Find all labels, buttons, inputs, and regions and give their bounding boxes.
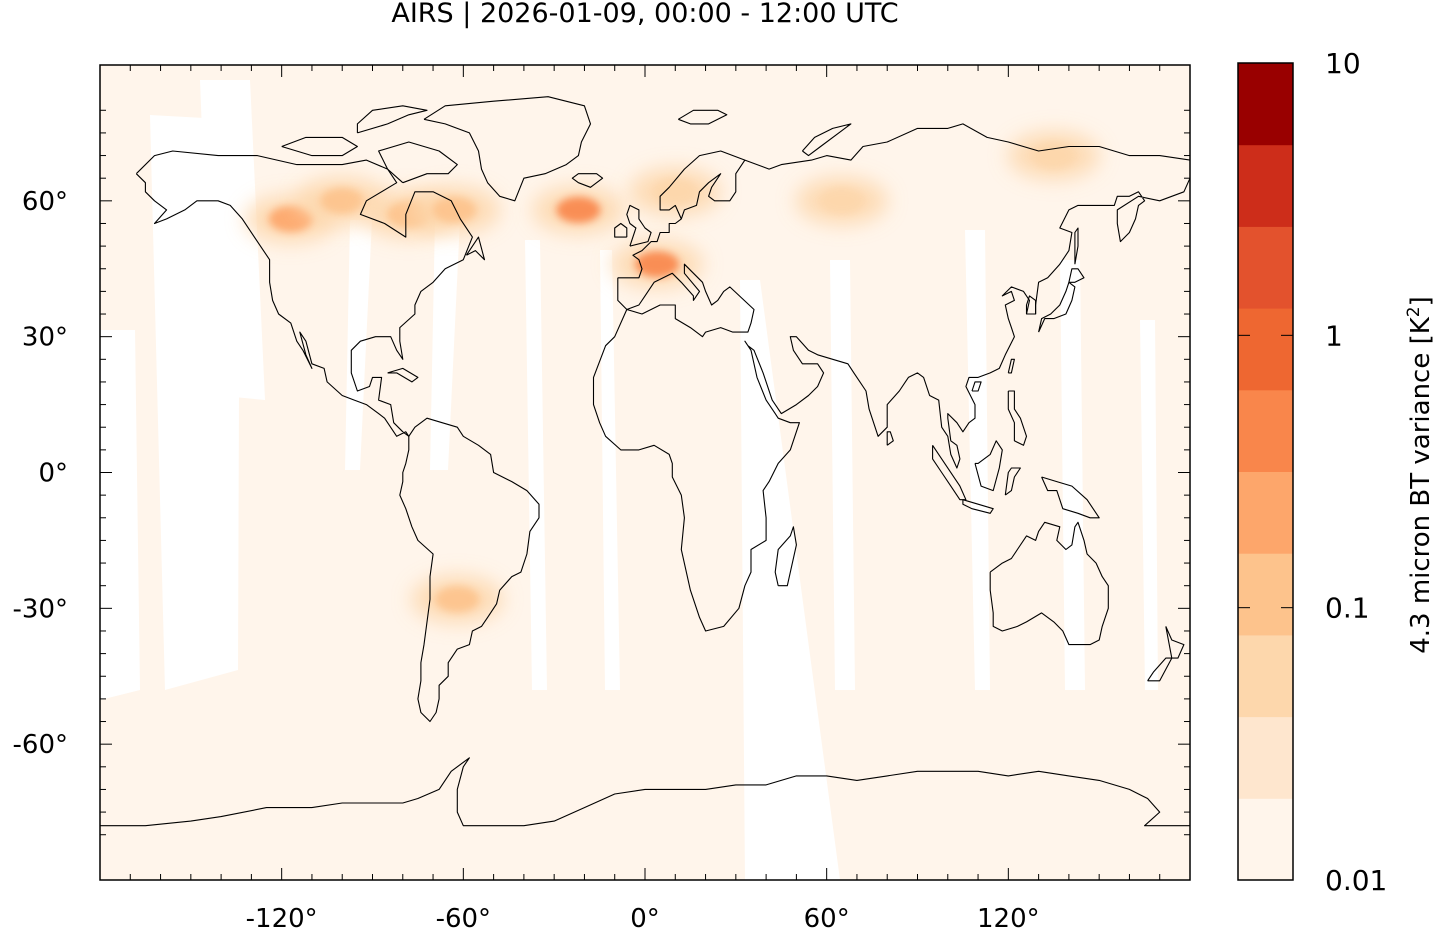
swath-gap bbox=[345, 220, 372, 470]
sakhalin-coast bbox=[1074, 227, 1079, 265]
hotspot-core bbox=[635, 251, 680, 278]
swath-gap bbox=[150, 115, 240, 690]
swath-gap bbox=[965, 230, 990, 690]
hokkaido-coast bbox=[1068, 268, 1085, 283]
x-tick-label: 0° bbox=[630, 904, 660, 930]
swath-gaps bbox=[100, 80, 1158, 880]
colorbar-label-superscript: 2 bbox=[1404, 306, 1425, 318]
colorbar-tick-label: 1 bbox=[1325, 319, 1343, 352]
swath-gap bbox=[1140, 320, 1158, 690]
hotspot-core bbox=[435, 586, 480, 613]
colorbar-ticks bbox=[1238, 62, 1293, 881]
madagascar-coast bbox=[774, 526, 797, 587]
south-america-coast bbox=[399, 417, 540, 723]
baffin-island bbox=[378, 141, 458, 184]
hotspot-core bbox=[556, 196, 601, 223]
sri-lanka-coast bbox=[886, 431, 894, 446]
north-america-coast bbox=[135, 150, 473, 437]
philippines-coast bbox=[1007, 390, 1028, 446]
swath-gap bbox=[600, 250, 620, 690]
antarctica-coast bbox=[100, 757, 1190, 827]
swath-gap bbox=[100, 330, 140, 700]
hotspot-core bbox=[432, 196, 477, 223]
y-tick-label: -30° bbox=[13, 594, 68, 624]
hotspot-core bbox=[268, 205, 313, 232]
y-tick-label: 0° bbox=[38, 459, 68, 489]
x-tick-label: 120° bbox=[977, 904, 1040, 930]
eurasia-north-coast bbox=[617, 123, 1190, 279]
eurasia-coast bbox=[592, 177, 1190, 632]
scandinavia-coast bbox=[680, 159, 746, 220]
colorbar-label-suffix: ] bbox=[1405, 296, 1436, 307]
colorbar-tick-label: 0.1 bbox=[1325, 592, 1370, 625]
colorbar-band bbox=[1238, 634, 1293, 718]
colorbar-band bbox=[1238, 144, 1293, 227]
colorbar-frame bbox=[1237, 62, 1294, 881]
map-tick-labels: -120° -60° 0° 60° 120° 60° 30° 0° -30° -60° bbox=[13, 187, 1040, 930]
australia-coast bbox=[989, 521, 1109, 646]
y-tick-label: -60° bbox=[13, 730, 68, 760]
hainan-coast bbox=[971, 381, 982, 392]
x-tick-label: -60° bbox=[436, 904, 491, 930]
colorbar-label-wrap: 4.3 micron BT variance [K2] bbox=[1380, 85, 1442, 865]
colorbar-band bbox=[1238, 389, 1293, 472]
swath-gap bbox=[740, 280, 840, 880]
colorbar-label-text: 4.3 micron BT variance [K bbox=[1405, 317, 1436, 654]
colorbar-bands bbox=[1238, 63, 1293, 881]
new-guinea-coast bbox=[1041, 476, 1100, 519]
colorbar-band bbox=[1238, 553, 1293, 636]
svalbard-coast bbox=[678, 109, 728, 125]
x-tick-label: 60° bbox=[804, 904, 850, 930]
britain-coast bbox=[626, 204, 652, 247]
sulawesi-coast bbox=[1004, 467, 1021, 496]
new-zealand-coast bbox=[1165, 626, 1185, 659]
plot-title: AIRS | 2026-01-09, 00:00 - 12:00 UTC bbox=[391, 0, 899, 29]
arctic-archipelago-1 bbox=[281, 136, 358, 157]
x-tick-label: -120° bbox=[246, 904, 318, 930]
coastlines bbox=[100, 96, 1190, 827]
ireland-coast bbox=[614, 222, 628, 238]
map-ticks bbox=[100, 65, 1190, 880]
y-tick-label: 30° bbox=[22, 323, 68, 353]
sumatra-coast bbox=[932, 444, 967, 501]
colorbar-label: 4.3 micron BT variance [K2] bbox=[1404, 296, 1436, 654]
swath-gap bbox=[1060, 260, 1085, 690]
variance-hotspots bbox=[244, 131, 1100, 624]
colorbar-band bbox=[1238, 226, 1293, 309]
colorbar-band bbox=[1238, 471, 1293, 554]
hotspot-core bbox=[819, 187, 864, 214]
new-zealand-south-coast bbox=[1147, 657, 1173, 682]
colorbar-band bbox=[1238, 716, 1293, 799]
hotspot-core bbox=[320, 187, 365, 214]
greenland-coast bbox=[423, 96, 592, 202]
y-tick-label: 60° bbox=[22, 187, 68, 217]
swath-gap bbox=[830, 260, 855, 690]
colorbar-band bbox=[1238, 798, 1293, 881]
hotspot-core bbox=[1031, 142, 1076, 169]
map-panel[interactable]: -120° -60° 0° 60° 120° 60° 30° 0° -30° -60° bbox=[13, 64, 1191, 930]
swath-gap bbox=[430, 220, 460, 470]
colorbar-tick-labels: 10 1 0.1 0.01 bbox=[1325, 47, 1387, 897]
cuba-coast bbox=[387, 367, 419, 383]
borneo-coast bbox=[974, 440, 1003, 492]
colorbar: 10 1 0.1 0.01 bbox=[1237, 47, 1387, 897]
java-coast bbox=[962, 499, 994, 514]
colorbar-tick-label: 0.01 bbox=[1325, 864, 1387, 897]
colorbar-band bbox=[1238, 308, 1293, 391]
arctic-archipelago-2 bbox=[356, 105, 428, 134]
colorbar-band bbox=[1238, 63, 1293, 146]
colorbar-tick-label: 10 bbox=[1325, 47, 1361, 80]
iceland-coast bbox=[571, 173, 604, 188]
taiwan-coast bbox=[1007, 358, 1015, 374]
newfoundland-coast bbox=[465, 236, 486, 261]
hotspot-core bbox=[653, 178, 698, 205]
japan-coast bbox=[1038, 281, 1076, 333]
novaya-zemlya-coast bbox=[801, 123, 852, 157]
korea-coast bbox=[1025, 295, 1037, 315]
swath-gap bbox=[525, 240, 547, 690]
